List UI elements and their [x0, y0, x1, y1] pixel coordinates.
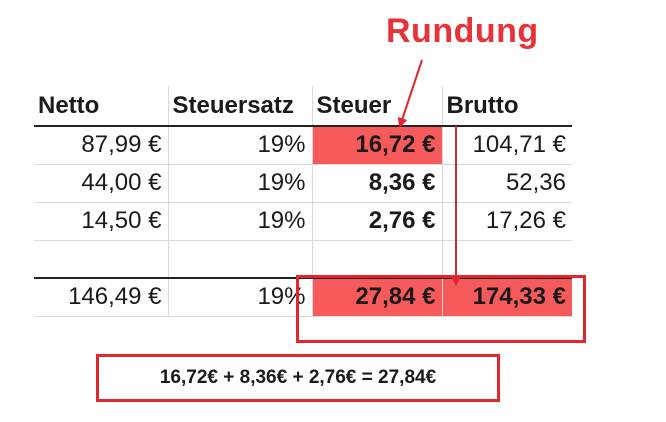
total-steuer[interactable]: 27,84 €: [312, 278, 443, 317]
total-row: 146,49 € 19% 27,84 € 174,33 €: [34, 278, 572, 317]
header-steuersatz[interactable]: Steuersatz: [168, 86, 313, 127]
total-highlight-box: [296, 275, 586, 343]
formula-text: 16,72€ + 8,36€ + 2,76€ = 27,84€: [159, 367, 437, 388]
header-steuer[interactable]: Steuer: [312, 86, 443, 127]
empty-cell[interactable]: [442, 240, 572, 279]
header-row: Netto Steuersatz Steuer Brutto: [34, 86, 572, 127]
empty-row: [34, 240, 572, 279]
cell-brutto[interactable]: 104,71 €: [442, 126, 572, 165]
table-row: 44,00 € 19% 8,36 € 52,36: [34, 164, 572, 203]
formula-box: 16,72€ + 8,36€ + 2,76€ = 27,84€: [96, 354, 500, 402]
table-row: 87,99 € 19% 16,72 € 104,71 €: [34, 126, 572, 165]
cell-netto[interactable]: 14,50 €: [34, 202, 169, 241]
cell-steuersatz[interactable]: 19%: [168, 164, 313, 203]
total-steuersatz[interactable]: 19%: [168, 278, 313, 317]
cell-steuersatz[interactable]: 19%: [168, 202, 313, 241]
empty-cell[interactable]: [168, 240, 313, 279]
cell-netto[interactable]: 44,00 €: [34, 164, 169, 203]
cell-steuer-highlighted[interactable]: 16,72 €: [312, 126, 443, 165]
total-brutto[interactable]: 174,33 €: [442, 278, 572, 317]
rundung-annotation: Rundung: [386, 12, 539, 50]
empty-cell[interactable]: [312, 240, 443, 279]
cell-brutto[interactable]: 17,26 €: [442, 202, 572, 241]
cell-steuersatz[interactable]: 19%: [168, 126, 313, 165]
header-brutto[interactable]: Brutto: [442, 86, 572, 127]
cell-netto[interactable]: 87,99 €: [34, 126, 169, 165]
cell-steuer[interactable]: 2,76 €: [312, 202, 443, 241]
table-row: 14,50 € 19% 2,76 € 17,26 €: [34, 202, 572, 241]
header-netto[interactable]: Netto: [34, 86, 169, 127]
cell-steuer[interactable]: 8,36 €: [312, 164, 443, 203]
cell-brutto[interactable]: 52,36: [442, 164, 572, 203]
total-netto[interactable]: 146,49 €: [34, 278, 169, 317]
empty-cell[interactable]: [34, 240, 169, 279]
